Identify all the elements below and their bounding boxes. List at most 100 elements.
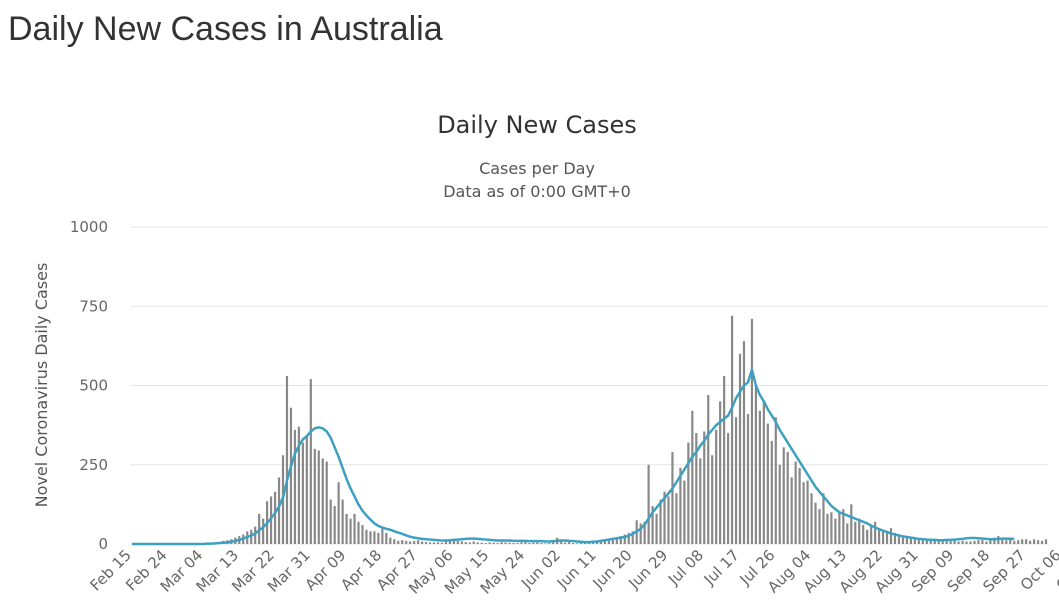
bar [591, 542, 595, 544]
bar [683, 480, 686, 544]
bar [734, 417, 738, 544]
y-tick-label: 750 [79, 297, 108, 315]
chart-subtitle-line-2: Data as of 0:00 GMT+0 [443, 182, 631, 201]
bar [583, 543, 587, 544]
bar [691, 410, 694, 544]
x-tick-label: Jun 29 [624, 546, 671, 593]
bar [989, 540, 992, 544]
bar [961, 540, 964, 544]
bar [440, 542, 444, 544]
bar [579, 542, 583, 544]
bar [575, 543, 579, 544]
x-tick-label: Jul 08 [664, 546, 707, 589]
bar [472, 541, 475, 544]
bar [1029, 540, 1032, 544]
bar [655, 513, 658, 544]
bar [905, 536, 909, 544]
bar [262, 518, 265, 544]
bar [802, 482, 805, 544]
bar [774, 417, 777, 544]
bar [754, 385, 758, 544]
bar [762, 401, 765, 544]
bar [925, 539, 928, 544]
bar [1025, 539, 1028, 544]
bar [568, 542, 571, 544]
bar [496, 543, 499, 544]
bar [361, 524, 364, 544]
bar [715, 429, 718, 544]
bar [321, 458, 324, 544]
bar [365, 529, 368, 544]
bar [417, 540, 420, 544]
bar [313, 448, 316, 544]
bar [786, 452, 789, 544]
bar [937, 539, 940, 544]
grid-lines [130, 226, 1048, 545]
bar [818, 509, 821, 544]
bar [504, 542, 507, 544]
bar [945, 540, 948, 544]
bar [870, 526, 873, 544]
bar [401, 540, 404, 544]
bar [599, 540, 603, 544]
bar [1044, 539, 1048, 544]
bar [782, 447, 785, 544]
bar [385, 532, 388, 544]
bar [874, 521, 877, 544]
bar [405, 540, 408, 544]
bar [695, 433, 698, 544]
bar [389, 537, 392, 544]
bar [273, 491, 277, 544]
bar [436, 542, 440, 544]
bar [770, 440, 773, 544]
bar [424, 542, 428, 544]
bar [719, 401, 722, 544]
bar [377, 532, 380, 544]
bar [492, 542, 495, 544]
bar [973, 540, 976, 544]
bar [603, 540, 606, 544]
bar [953, 540, 956, 544]
bar [572, 543, 575, 544]
bar [651, 505, 654, 544]
bar [333, 505, 336, 544]
bar [289, 407, 293, 544]
bar [862, 524, 865, 544]
bar [615, 537, 618, 544]
bar [397, 540, 400, 544]
bar [552, 540, 555, 544]
bar [413, 540, 416, 544]
bar [480, 542, 483, 544]
bar [548, 543, 551, 544]
bar [663, 491, 666, 544]
bar [893, 532, 897, 544]
bar [889, 528, 893, 544]
bar [444, 540, 448, 544]
bar [854, 521, 857, 544]
bar [814, 502, 817, 544]
bar [301, 442, 304, 544]
bar [520, 542, 523, 544]
bar [619, 536, 622, 544]
bar [476, 542, 479, 544]
bar [703, 431, 706, 544]
y-tick-label: 500 [79, 377, 108, 395]
bar [293, 429, 297, 544]
bar [846, 523, 849, 544]
bar-series [206, 315, 1048, 545]
y-tick-label: 0 [98, 535, 108, 553]
bar [659, 499, 662, 544]
bar [723, 375, 726, 544]
bar [822, 493, 825, 544]
bar [532, 542, 535, 544]
bar [285, 375, 289, 544]
bar [409, 541, 412, 544]
bar [897, 534, 901, 544]
y-tick-label: 250 [79, 456, 108, 474]
bar [929, 540, 932, 544]
bar [627, 532, 630, 544]
bar [540, 543, 543, 544]
bar [512, 543, 515, 544]
moving-average-line [131, 368, 1015, 546]
